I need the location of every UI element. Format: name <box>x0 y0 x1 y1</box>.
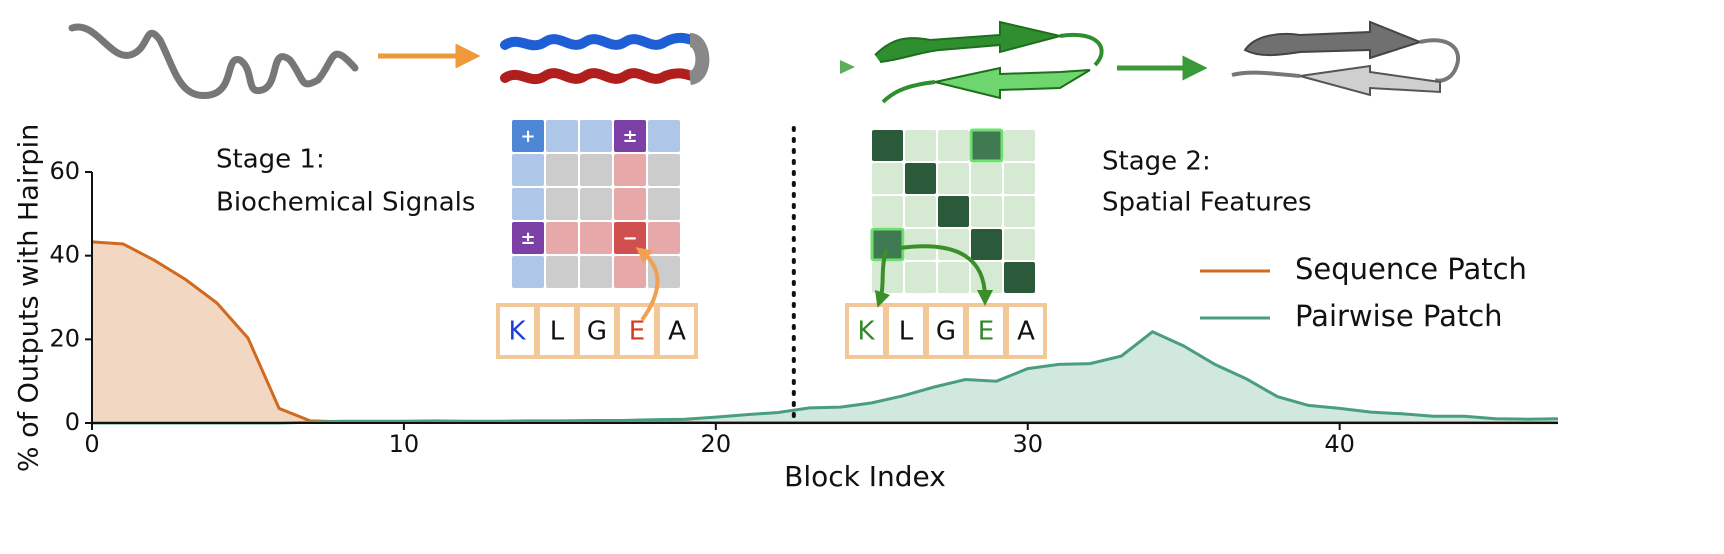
spatial-arrow <box>899 244 993 306</box>
plot-area: 0 20 40 60 0 10 20 30 40 Sequence Patch Pairwise P… <box>49 126 1559 458</box>
residue-label: L <box>550 317 565 347</box>
y-tick-label: 0 <box>65 408 80 436</box>
matrix-cell <box>512 188 544 220</box>
stage-title: Stage 1: <box>216 145 325 175</box>
x-tick-label: 10 <box>389 430 420 458</box>
stage-subtitle: Biochemical Signals <box>216 188 475 218</box>
pair-matrix-spatial <box>870 128 1035 293</box>
matrix-cell <box>546 256 578 288</box>
matrix-cell <box>546 120 578 152</box>
matrix-cell <box>971 163 1002 194</box>
residue-box <box>576 303 618 359</box>
residue-label: K <box>857 317 875 347</box>
matrix-cell <box>870 227 905 262</box>
x-tick-label: 20 <box>701 430 732 458</box>
matrix-cell <box>872 130 903 161</box>
signal-arrow <box>635 247 660 322</box>
matrix-cell <box>872 262 903 293</box>
matrix-cell <box>614 154 646 186</box>
area-fill <box>92 241 1558 423</box>
residue-label: A <box>1017 317 1035 347</box>
matrix-cell <box>614 120 646 152</box>
residue-box <box>1005 303 1047 359</box>
matrix-cell <box>580 222 612 254</box>
matrix-cell <box>938 196 969 227</box>
matrix-cell <box>872 163 903 194</box>
matrix-symbol: − <box>622 228 637 249</box>
spatial-arrow <box>874 249 891 308</box>
matrix-cell <box>512 222 544 254</box>
matrix-cell <box>546 154 578 186</box>
matrix-cell <box>905 163 936 194</box>
legend-label: Pairwise Patch <box>1295 299 1503 333</box>
residue-box <box>656 303 698 359</box>
residue-box <box>496 303 538 359</box>
residue-label: E <box>978 317 994 347</box>
pair-matrix-biochemical: + ± ± − <box>512 120 680 288</box>
matrix-cell <box>938 163 969 194</box>
y-tick-label: 20 <box>49 324 80 352</box>
y-tick-label: 60 <box>49 157 80 185</box>
matrix-cell <box>905 196 936 227</box>
matrix-cell <box>546 188 578 220</box>
x-tick-label: 0 <box>84 430 99 458</box>
residue-box <box>616 303 658 359</box>
y-tick-label: 40 <box>49 241 80 269</box>
matrix-cell <box>512 154 544 186</box>
residue-label: G <box>936 317 956 347</box>
legend-label: Sequence Patch <box>1295 252 1527 286</box>
residue-label: A <box>668 317 686 347</box>
area-fill <box>92 331 1558 423</box>
matrix-cell <box>614 222 646 254</box>
x-tick-label: 30 <box>1012 430 1043 458</box>
matrix-cell <box>1004 130 1035 161</box>
series-line <box>92 330 1559 425</box>
stage-title: Stage 2: <box>1102 147 1211 177</box>
matrix-cell <box>905 262 936 293</box>
residue-label: L <box>899 317 914 347</box>
y-axis-label: % of Outputs with Hairpin <box>14 124 45 472</box>
matrix-cell <box>614 188 646 220</box>
matrix-cell <box>512 256 544 288</box>
matrix-symbol: ± <box>622 126 637 147</box>
matrix-cell <box>580 256 612 288</box>
matrix-cell <box>512 120 544 152</box>
matrix-cell <box>648 222 680 254</box>
matrix-cell <box>580 188 612 220</box>
matrix-cell <box>580 154 612 186</box>
residue-label: K <box>508 317 526 347</box>
matrix-cell <box>546 222 578 254</box>
matrix-cell <box>971 196 1002 227</box>
matrix-cell <box>1004 196 1035 227</box>
matrix-cell <box>1004 229 1035 260</box>
matrix-cell <box>614 256 646 288</box>
matrix-cell <box>1004 163 1035 194</box>
residue-box <box>925 303 967 359</box>
protein-illustrations <box>68 20 1461 104</box>
stage-subtitle: Spatial Features <box>1102 188 1312 218</box>
residue-label: G <box>587 317 607 347</box>
matrix-cell <box>969 128 1004 163</box>
matrix-cell <box>872 196 903 227</box>
matrix-cell <box>1004 262 1035 293</box>
matrix-cell <box>648 154 680 186</box>
x-tick-label: 40 <box>1324 430 1355 458</box>
residue-label: E <box>629 317 645 347</box>
residue-box <box>845 303 887 359</box>
x-axis-label: Block Index <box>784 460 946 493</box>
matrix-cell <box>648 120 680 152</box>
matrix-cell <box>648 188 680 220</box>
matrix-symbol: + <box>520 126 535 147</box>
matrix-cell <box>580 120 612 152</box>
matrix-symbol: ± <box>520 228 535 249</box>
matrix-cell <box>905 130 936 161</box>
matrix-cell <box>938 262 969 293</box>
matrix-cell <box>938 130 969 161</box>
matrix-cell <box>971 229 1002 260</box>
